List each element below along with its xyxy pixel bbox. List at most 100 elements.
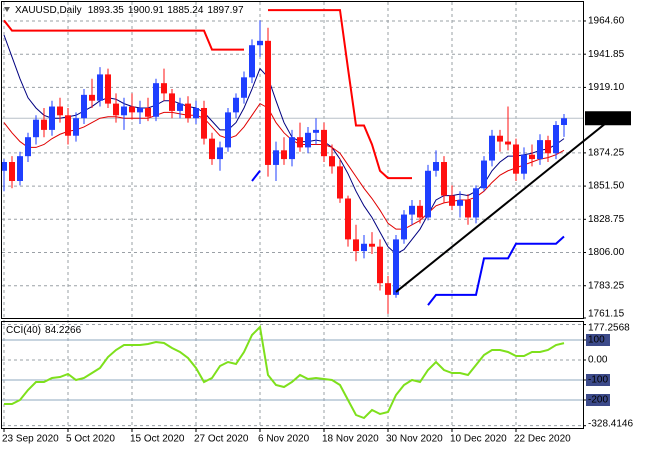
candle-body [361, 243, 367, 252]
candle-body [265, 40, 271, 165]
candle-body [321, 129, 327, 157]
candle-body [377, 246, 383, 284]
level-label-box [586, 374, 610, 386]
y-tick-label: 1874.25 [588, 148, 625, 159]
y-tick-label: 0.00 [588, 355, 608, 366]
candle-body [465, 199, 471, 218]
candle-body [281, 150, 287, 160]
candle-body [529, 154, 535, 160]
candle-body [129, 106, 135, 113]
candle-body [353, 239, 359, 252]
candle-body [193, 107, 199, 119]
cci-panel-frame [1, 321, 584, 429]
candle-body [49, 106, 55, 130]
indicator-line [3, 102, 565, 230]
candle-body [289, 137, 295, 160]
x-tick-label: 10 Dec 2020 [450, 434, 507, 445]
x-tick-label: 22 Dec 2020 [514, 434, 571, 445]
candle-body [257, 40, 263, 46]
candle-body [273, 150, 279, 165]
price-label: 1897.97 [588, 113, 625, 124]
candle-body [457, 199, 463, 206]
cci-last-value: 84.2266 [45, 325, 82, 336]
candle-body [225, 112, 231, 148]
candle-body [401, 214, 407, 240]
candle-body [153, 83, 159, 117]
y-tick-label: 1783.25 [588, 280, 625, 291]
candle-body [177, 103, 183, 111]
candle-body [217, 147, 223, 160]
candle-body [1, 162, 7, 171]
candle-body [73, 118, 79, 136]
candle-body [97, 74, 103, 101]
candle-body [537, 140, 543, 160]
ohlc-close: 1897.97 [207, 5, 244, 16]
candle-body [545, 140, 551, 154]
y-tick-label: 1941.85 [588, 49, 625, 60]
candle-body [137, 107, 143, 113]
candle-body [505, 141, 511, 145]
x-tick-label: 5 Oct 2020 [66, 434, 115, 445]
candle-body [369, 243, 375, 247]
candle-body [305, 132, 311, 148]
y-tick-label: 1806.00 [588, 247, 625, 258]
candle-body [89, 94, 95, 101]
candle-body [337, 166, 343, 199]
candle-body [433, 162, 439, 171]
y-tick-label: 1828.75 [588, 214, 625, 225]
candle-body [409, 205, 415, 215]
cci-header: CCI(40) 84.2266 [6, 325, 82, 336]
candle-body [121, 106, 127, 116]
chart-header: XAUUSD,Daily 1893.35 1900.91 1885.24 1897.97 [15, 5, 244, 16]
y-tick-label: 177.2568 [588, 323, 630, 334]
candle-body [345, 198, 351, 240]
candle-body [449, 195, 455, 206]
candle-body [233, 97, 239, 113]
x-tick-label: 27 Oct 2020 [194, 434, 249, 445]
y-tick-label: -328.4146 [588, 419, 633, 430]
candle-body [201, 107, 207, 139]
candle-body [249, 45, 255, 78]
candle-body [513, 144, 519, 174]
plot-layer: 23 Sep 2020 5 Oct 2020 15 Oct 2020 27 Oct 2… [1, 2, 633, 445]
candle-body [561, 118, 567, 125]
cci-line [4, 324, 565, 420]
ohlc-low: 1885.24 [167, 5, 204, 16]
y-tick-label: -200 [588, 395, 608, 406]
level-label-box [586, 334, 610, 346]
candle-body [33, 119, 39, 138]
trendline [395, 117, 613, 293]
candle-body [313, 129, 319, 133]
x-tick-label: 23 Sep 2020 [2, 434, 59, 445]
candle-body [209, 138, 215, 160]
candle-body [161, 83, 167, 94]
indicator-line [3, 34, 565, 255]
candle-body [105, 74, 111, 104]
candle-body [57, 106, 63, 116]
indicator-line [251, 170, 565, 306]
candle-body [297, 137, 303, 148]
y-tick-label: 1761.15 [588, 309, 625, 320]
x-tick-label: 18 Nov 2020 [322, 434, 379, 445]
candle-body [521, 154, 527, 174]
ohlc-high: 1900.91 [128, 5, 165, 16]
candle-body [393, 239, 399, 295]
y-tick-label: 100 [588, 335, 605, 346]
candle-body [425, 170, 431, 218]
candle-body [473, 188, 479, 218]
x-tick-label: 15 Oct 2020 [130, 434, 185, 445]
candle-body [185, 103, 191, 119]
x-tick-label: 30 Nov 2020 [386, 434, 443, 445]
price-label-box [585, 111, 631, 126]
level-label-box [586, 394, 610, 406]
candle-body [41, 119, 47, 130]
header-icon [4, 7, 10, 12]
candle-body [329, 156, 335, 167]
candle-body [241, 77, 247, 98]
candle-body [553, 124, 559, 154]
candle-body [145, 107, 151, 117]
candle-body [113, 103, 119, 116]
ohlc-open: 1893.35 [88, 5, 125, 16]
